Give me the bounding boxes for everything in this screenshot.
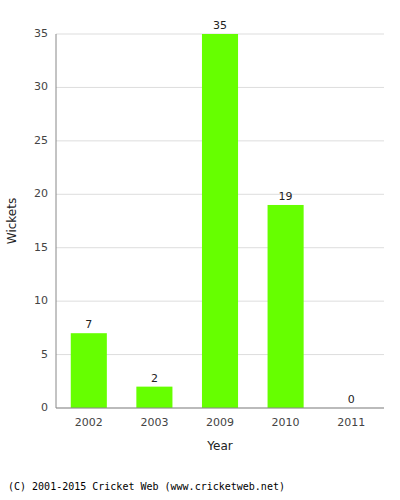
chart-container: 0 5 10 15 20 25 30 35 7 2 35 19 0 2002 2003 2009 2010 201…: [0, 0, 400, 500]
bar: [268, 205, 304, 408]
y-axis-label: Wickets: [5, 198, 19, 244]
y-tick-label: 10: [34, 294, 48, 307]
y-tick-label: 15: [34, 241, 48, 254]
footer-text: (C) 2001-2015 Cricket Web (www.cricketwe…: [8, 481, 285, 492]
x-axis-label: Year: [206, 439, 232, 453]
y-tick-label: 5: [41, 348, 48, 361]
grid-line: [56, 408, 384, 409]
x-tick-label: 2010: [272, 416, 300, 429]
bars: [71, 34, 304, 408]
bar: [71, 333, 107, 408]
y-tick-label: 0: [41, 401, 48, 414]
x-tick-label: 2002: [75, 416, 103, 429]
data-label: 7: [85, 318, 92, 331]
x-tick-label: 2003: [140, 416, 168, 429]
data-label: 35: [213, 19, 227, 32]
data-label: 0: [348, 393, 355, 406]
chart: 0 5 10 15 20 25 30 35 7 2 35 19 0 2002 2003 2009 2010 201…: [0, 0, 400, 500]
data-label: 19: [279, 190, 293, 203]
x-axis: 2002 2003 2009 2010 2011: [56, 408, 384, 429]
y-tick-label: 35: [34, 27, 48, 40]
bar: [136, 387, 172, 408]
y-axis-line: [56, 34, 57, 408]
x-tick-label: 2011: [337, 416, 365, 429]
y-tick-label: 30: [34, 80, 48, 93]
x-axis-line: [56, 408, 384, 409]
x-tick-label: 2009: [206, 416, 234, 429]
y-tick-label: 25: [34, 134, 48, 147]
grid: [56, 34, 384, 408]
bar: [202, 34, 238, 408]
data-labels: 7 2 35 19 0: [85, 19, 354, 406]
y-axis: 0 5 10 15 20 25 30 35: [34, 27, 56, 414]
data-label: 2: [151, 372, 158, 385]
y-tick-label: 20: [34, 187, 48, 200]
